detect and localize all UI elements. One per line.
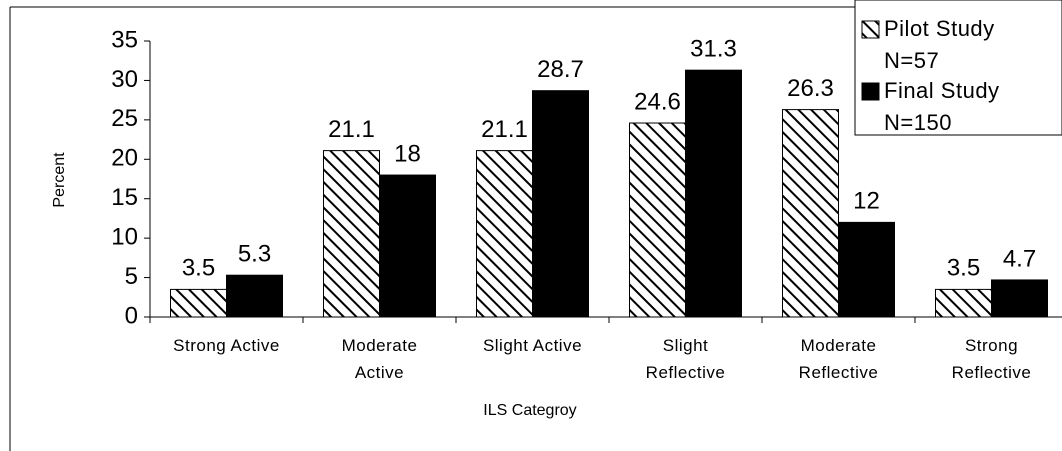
y-tick-label: 5	[125, 263, 138, 290]
x-axis-title: ILS Categroy	[483, 402, 576, 419]
value-label: 3.5	[182, 255, 215, 282]
bar	[685, 69, 742, 318]
value-label: 21.1	[328, 116, 375, 143]
value-label: 5.3	[238, 241, 271, 268]
bar	[991, 279, 1048, 318]
value-label: 12	[853, 188, 880, 215]
bar	[532, 90, 589, 318]
x-tick-label: Slight Active	[482, 336, 583, 355]
value-label: 28.7	[537, 56, 584, 83]
y-tick-label: 10	[111, 223, 138, 250]
legend-label: Final Study N=150	[884, 78, 1000, 135]
bar	[170, 288, 227, 318]
y-tick-label: 25	[111, 105, 138, 132]
value-label: 3.5	[947, 255, 980, 282]
legend-swatch	[861, 20, 880, 39]
x-tick-label: Strong Reflective	[951, 336, 1032, 382]
bar	[782, 109, 839, 318]
bar	[935, 288, 992, 318]
value-label: 4.7	[1003, 245, 1036, 272]
y-tick-label: 15	[111, 184, 138, 211]
y-tick-label: 30	[111, 66, 138, 93]
y-axis-title: Percent	[51, 152, 68, 208]
legend-label: Pilot Study N=57	[884, 16, 995, 73]
value-label: 18	[394, 140, 421, 167]
bar	[379, 174, 436, 318]
y-tick-label: 0	[125, 302, 138, 329]
y-tick-label: 35	[111, 26, 138, 53]
bar	[226, 274, 283, 318]
legend-swatch	[861, 82, 880, 101]
x-tick-label: Moderate Reflective	[798, 336, 879, 382]
x-tick-label: Slight Reflective	[645, 336, 726, 382]
value-label: 31.3	[690, 36, 737, 63]
x-tick-label: Strong Active	[173, 336, 280, 355]
bar	[476, 150, 533, 318]
bar	[629, 122, 686, 318]
x-tick-label: Moderate Active	[341, 336, 418, 382]
y-tick-label: 20	[111, 145, 138, 172]
value-label: 21.1	[481, 116, 528, 143]
value-label: 26.3	[787, 75, 834, 102]
value-label: 24.6	[634, 88, 681, 115]
bar	[838, 221, 895, 318]
legend-box	[854, 0, 1062, 136]
bar	[323, 150, 380, 318]
